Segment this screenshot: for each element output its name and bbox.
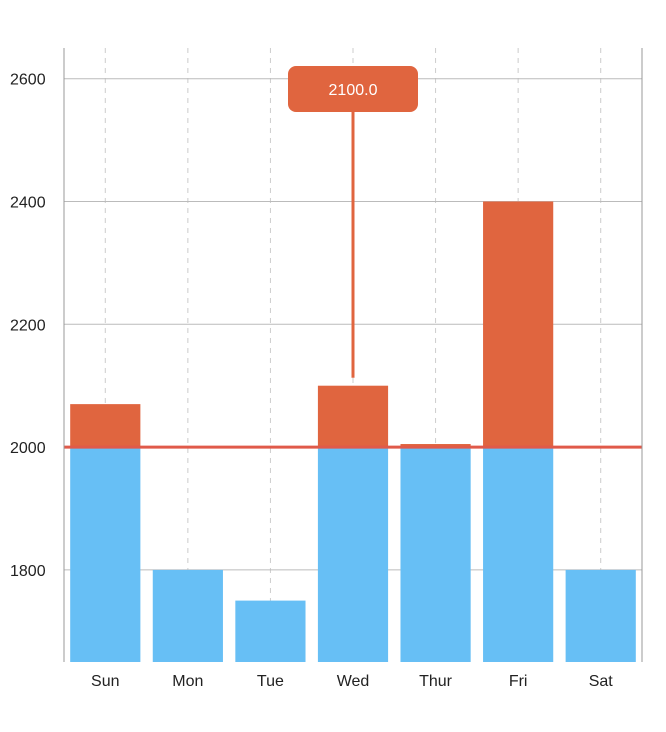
bar-mon-base[interactable] (152, 569, 223, 662)
tooltip: 2100.0 (288, 66, 418, 378)
bar-sun-excess[interactable] (70, 404, 141, 448)
x-tick-label: Sat (589, 673, 614, 690)
tooltip-box (288, 66, 418, 112)
bar-tue-base[interactable] (235, 600, 306, 662)
bar-fri-excess[interactable] (483, 201, 554, 448)
bar-fri-base[interactable] (483, 447, 554, 662)
y-tick-label: 2400 (10, 195, 46, 212)
x-tick-label: Tue (257, 673, 284, 690)
x-tick-label: Sun (91, 673, 119, 690)
x-tick-label: Thur (419, 673, 453, 690)
tooltip-value: 2100.0 (329, 82, 378, 99)
y-tick-label: 1800 (10, 563, 46, 580)
bar-wed-excess[interactable] (317, 385, 389, 448)
bar-sun-base[interactable] (70, 447, 141, 662)
y-tick-label: 2200 (10, 317, 46, 334)
bar-sat-base[interactable] (565, 569, 636, 662)
axes: 1800 2000 2200 2400 2600 Sun Mon Tue Wed Thur Fri S… (10, 48, 643, 690)
x-tick-label: Fri (509, 673, 528, 690)
x-tick-label: Mon (172, 673, 203, 690)
bar-thur-base[interactable] (400, 447, 471, 662)
bar-thur-excess[interactable] (400, 444, 471, 448)
y-tick-label: 2600 (10, 72, 46, 89)
x-tick-label: Wed (337, 673, 370, 690)
bar-wed-base[interactable] (317, 447, 389, 662)
y-tick-label: 2000 (10, 440, 46, 457)
bars (70, 201, 636, 662)
